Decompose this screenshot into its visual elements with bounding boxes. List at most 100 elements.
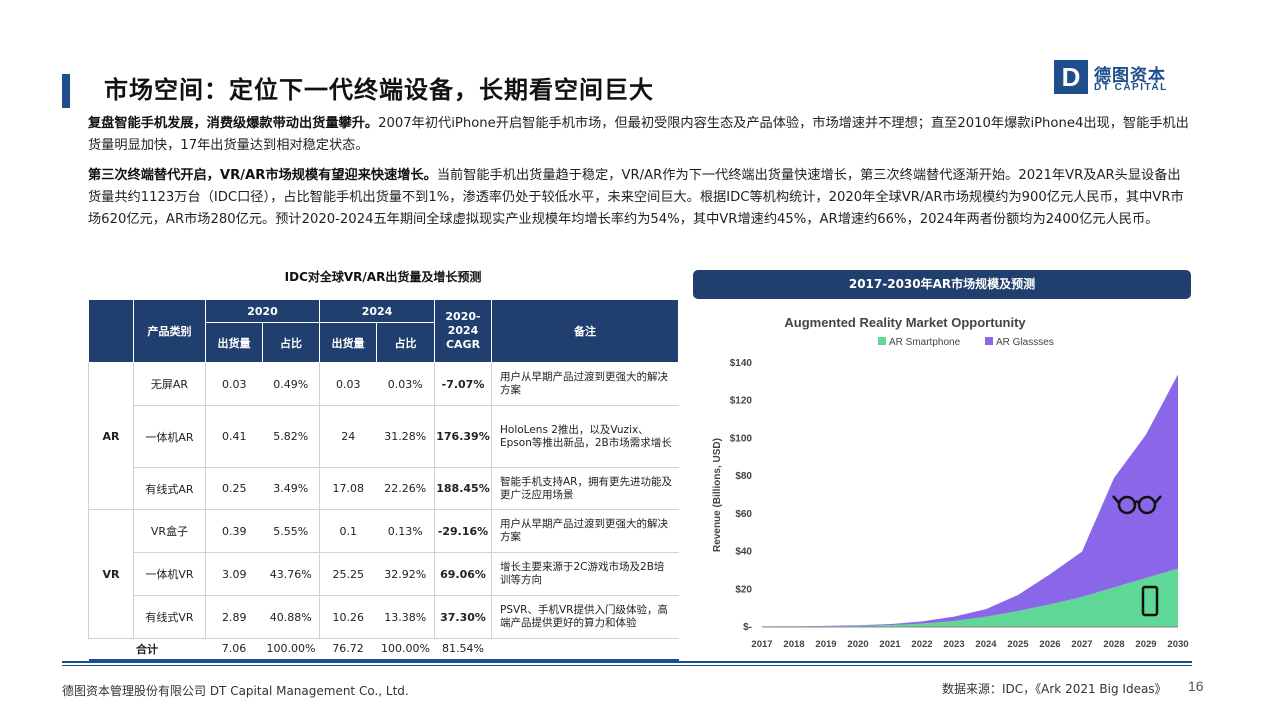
share-2024-cell: 13.38% [376, 595, 435, 639]
x-tick-label: 2021 [879, 639, 901, 650]
x-tick-label: 2018 [783, 639, 804, 650]
group-label-ar: AR [88, 362, 134, 510]
share-2024-cell: 32.92% [376, 552, 435, 596]
paragraph-smartphone-history: 复盘智能手机发展，消费级爆款带动出货量攀升。2007年初代iPhone开启智能手… [88, 113, 1192, 157]
area-series-ar-smartphone [762, 568, 1178, 627]
total-share-2020: 100.00% [262, 638, 320, 661]
ship-2020-cell: 0.25 [205, 467, 263, 510]
share-2020-cell: 40.88% [262, 595, 320, 639]
ship-2024-cell: 0.1 [319, 509, 377, 553]
x-tick-label: 2023 [943, 639, 964, 650]
cagr-cell: 176.39% [434, 405, 492, 468]
paragraph-lead: 第三次终端替代开启，VR/AR市场规模有望迎来快速增长。 [88, 168, 437, 183]
y-tick-label: $100 [730, 433, 753, 444]
x-tick-label: 2026 [1039, 639, 1060, 650]
x-tick-label: 2020 [847, 639, 868, 650]
area-series-ar-glasses [762, 374, 1178, 627]
share-2024-cell: 22.26% [376, 467, 435, 510]
footer-divider [62, 661, 1192, 663]
share-2020-cell: 43.76% [262, 552, 320, 596]
y-axis-label: Revenue (Billions, USD) [712, 438, 723, 552]
x-tick-label: 2022 [911, 639, 932, 650]
table-row: VR VR盒子 0.39 5.55% 0.1 0.13% -29.16% 用户从… [88, 509, 679, 639]
chart-areas [762, 374, 1178, 627]
x-tick-label: 2030 [1167, 639, 1188, 650]
ship-2024-cell: 25.25 [319, 552, 377, 596]
total-label: 合计 [88, 638, 206, 661]
note-cell: 用户从早期产品过渡到更强大的解决方案 [491, 362, 679, 406]
table-row: 一体机VR 3.09 43.76% 25.25 32.92% 69.06% 增长… [89, 552, 679, 596]
note-cell: 增长主要来源于2C游戏市场及2B培训等方向 [491, 552, 679, 596]
header-ship-2020: 出货量 [205, 322, 263, 363]
table-total-row: 合计 7.06 100.00% 76.72 100.00% 81.54% [88, 638, 679, 661]
logo-chinese-name: 德图资本 [1094, 66, 1166, 86]
share-2020-cell: 5.55% [262, 509, 320, 553]
group-label-vr: VR [88, 509, 134, 639]
smartphone-body [1141, 585, 1159, 617]
ar-market-chart: Augmented Reality Market Opportunity AR … [712, 315, 1189, 650]
y-axis: $- $20 $40 $60 $80 $100 $120 $140 [730, 358, 753, 633]
legend-swatch-smartphone [878, 337, 886, 345]
x-tick-label: 2017 [751, 639, 772, 650]
x-tick-label: 2019 [815, 639, 836, 650]
x-tick-label: 2025 [1007, 639, 1029, 650]
cagr-cell: 37.30% [434, 595, 492, 639]
total-share-2024: 100.00% [376, 638, 435, 661]
page-title: 市场空间：定位下一代终端设备，长期看空间巨大 [104, 76, 654, 104]
header-cagr: 2020-2024 CAGR [434, 299, 492, 363]
header-category: 产品类别 [133, 299, 206, 363]
total-ship-2020: 7.06 [205, 638, 263, 661]
ship-2024-cell: 24 [319, 405, 377, 468]
paragraph-body: 2007年初代iPhone开启智能手机市场，但最初受限内容生态及产品体验，市场增… [88, 116, 1189, 153]
page-number: 16 [1188, 678, 1204, 694]
total-ship-2024: 76.72 [319, 638, 377, 661]
header-note: 备注 [491, 299, 679, 363]
header-ship-2024: 出货量 [319, 322, 377, 363]
table-row: 有线式AR 0.25 3.49% 17.08 22.26% 188.45% 智能… [89, 467, 679, 510]
share-2020-cell: 5.82% [262, 405, 320, 468]
ship-2020-cell: 0.39 [205, 509, 263, 553]
footer-company: 德图资本管理股份有限公司 DT Capital Management Co., … [62, 684, 409, 698]
y-tick-label: $140 [730, 358, 753, 369]
note-cell: HoloLens 2推出，以及Vuzix、Epson等推出新品，2B市场需求增长 [491, 405, 679, 468]
logo-english-name: DT CAPITAL [1094, 82, 1168, 93]
y-tick-label: $60 [735, 509, 752, 520]
share-2020-cell: 3.49% [262, 467, 320, 510]
total-cagr: 81.54% [434, 638, 492, 661]
legend-swatch-glasses [985, 337, 993, 345]
glasses-lens-left [1117, 495, 1137, 515]
y-tick-label: $40 [735, 547, 752, 558]
cagr-cell: -7.07% [434, 362, 492, 406]
note-cell: 用户从早期产品过渡到更强大的解决方案 [491, 509, 679, 553]
x-tick-label: 2024 [975, 639, 997, 650]
shipment-forecast-table: 产品类别 2020 2024 2020-2024 CAGR 备注 出货量 占比 … [88, 299, 679, 661]
cagr-cell: -29.16% [434, 509, 492, 553]
x-axis: 2017 2018 2019 2020 2021 2022 2023 2024 2025 2026… [751, 626, 1189, 650]
header-share-2020: 占比 [262, 322, 320, 363]
note-cell: PSVR、手机VR提供入门级体验，高端产品提供更好的算力和体验 [491, 595, 679, 639]
legend-label-smartphone: AR Smartphone [889, 337, 961, 348]
header-2020: 2020 [205, 299, 320, 323]
glasses-bridge [1112, 495, 1162, 504]
share-2024-cell: 0.13% [376, 509, 435, 553]
y-tick-label: $120 [730, 396, 753, 407]
x-tick-label: 2028 [1103, 639, 1124, 650]
table-row: 有线式VR 2.89 40.88% 10.26 13.38% 37.30% PS… [89, 595, 679, 639]
ship-2024-cell: 10.26 [319, 595, 377, 639]
footer-divider-thin [62, 665, 1192, 666]
header-share-2024: 占比 [376, 322, 435, 363]
smartphone-icon [1141, 585, 1159, 617]
legend-label-glasses: AR Glassses [996, 337, 1054, 348]
product-cell: 一体机AR [133, 405, 206, 468]
cagr-cell: 69.06% [434, 552, 492, 596]
product-cell: 无屏AR [133, 362, 206, 406]
glasses-lens-right [1137, 495, 1157, 515]
paragraph-lead: 复盘智能手机发展，消费级爆款带动出货量攀升。 [88, 116, 379, 131]
product-cell: 有线式VR [133, 595, 206, 639]
table-row: AR 无屏AR 0.03 0.49% 0.03 0.03% -7.07% 用户从… [88, 362, 679, 510]
x-tick-label: 2029 [1135, 639, 1156, 650]
product-cell: VR盒子 [133, 509, 206, 553]
product-cell: 有线式AR [133, 467, 206, 510]
y-tick-label: $- [743, 622, 752, 633]
paragraph-body: 当前智能手机出货量趋于稳定，VR/AR作为下一代终端出货量快速增长，第三次终端替… [88, 168, 1184, 227]
